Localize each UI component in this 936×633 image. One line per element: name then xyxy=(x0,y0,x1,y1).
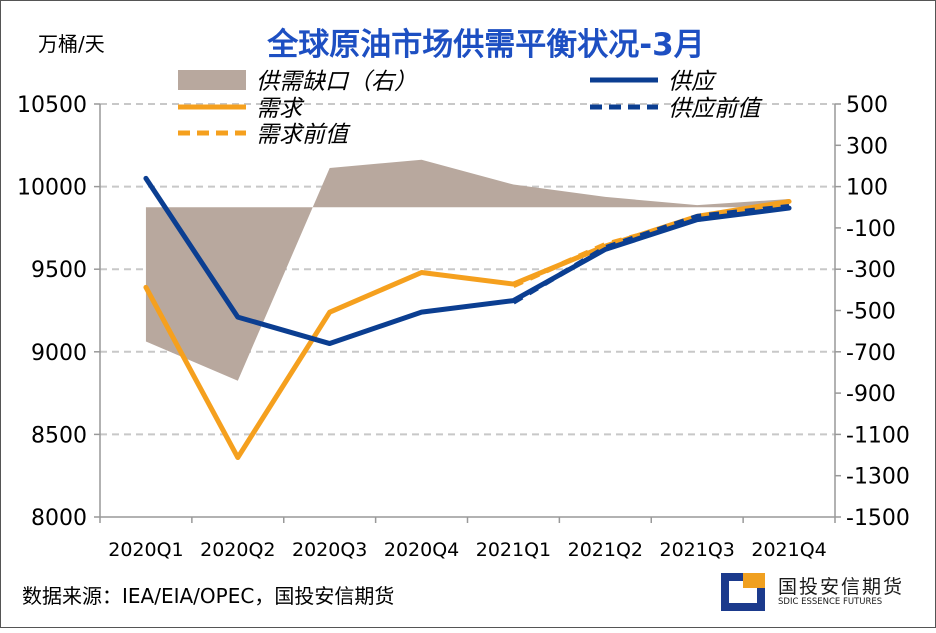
right-tick-label: 300 xyxy=(846,134,888,159)
right-tick-label: -900 xyxy=(846,382,896,407)
x-tick-label: 2021Q4 xyxy=(751,539,826,561)
left-tick-label: 10500 xyxy=(17,93,87,118)
right-tick-label: -1300 xyxy=(846,465,910,490)
legend-label: 供需缺口（右） xyxy=(256,69,417,95)
x-tick-label: 2020Q3 xyxy=(292,539,367,561)
right-tick-label: -100 xyxy=(846,217,896,242)
logo-text-cn: 国投安信期货 xyxy=(778,572,904,599)
x-tick-label: 2020Q1 xyxy=(108,539,183,561)
right-tick-label: -500 xyxy=(846,300,896,325)
left-tick-label: 10000 xyxy=(17,176,87,201)
legend-swatch-area xyxy=(178,70,246,90)
left-tick-label: 9500 xyxy=(31,258,87,283)
right-tick-label: 100 xyxy=(846,176,888,201)
left-axis-unit: 万桶/天 xyxy=(38,32,105,56)
right-tick-label: -700 xyxy=(846,341,896,366)
legend-label: 供应 xyxy=(668,69,717,95)
x-tick-label: 2020Q4 xyxy=(384,539,459,561)
right-tick-label: -1100 xyxy=(846,423,910,448)
logo-text-en: SDIC ESSENCE FUTURES xyxy=(778,597,882,607)
legend-label: 供应前值 xyxy=(668,96,763,122)
right-tick-label: -1500 xyxy=(846,506,910,531)
chart-title: 全球原油市场供需平衡状况-3月 xyxy=(266,27,704,63)
left-tick-label: 8500 xyxy=(31,423,87,448)
company-logo: 国投安信期货 SDIC ESSENCE FUTURES xyxy=(718,570,923,615)
x-tick-label: 2020Q2 xyxy=(200,539,275,561)
right-tick-label: -300 xyxy=(846,258,896,283)
x-tick-label: 2021Q2 xyxy=(568,539,643,561)
legend-label: 需求前值 xyxy=(256,122,351,148)
x-tick-label: 2021Q3 xyxy=(659,539,734,561)
source-note: 数据来源：IEA/EIA/OPEC，国投安信期货 xyxy=(22,580,394,609)
left-tick-label: 9000 xyxy=(31,341,87,366)
x-tick-label: 2021Q1 xyxy=(476,539,551,561)
logo-mark-icon xyxy=(721,573,765,611)
left-tick-label: 8000 xyxy=(31,506,87,531)
legend-label: 需求 xyxy=(256,96,305,122)
right-tick-label: 500 xyxy=(846,93,888,118)
